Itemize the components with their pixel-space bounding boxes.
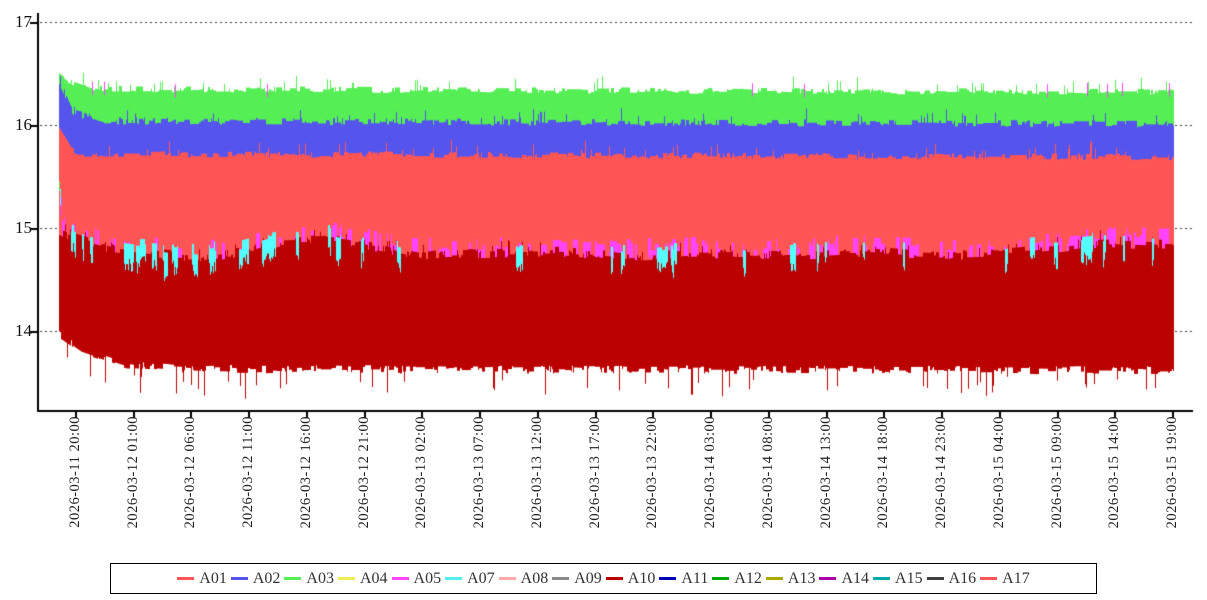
legend-color-swatch [659, 577, 677, 580]
y-axis-label: 15 [15, 218, 32, 237]
legend-color-swatch [284, 577, 302, 580]
legend-item-a05: A05 [391, 569, 442, 589]
legend-item-a01: A01 [177, 569, 227, 589]
legend-item-a11: A11 [659, 569, 708, 589]
legend-color-swatch [391, 577, 409, 580]
legend-label: A10 [627, 569, 656, 587]
legend-item-a14: A14 [819, 569, 869, 589]
legend-color-swatch [498, 577, 516, 580]
legend-item-a16: A16 [926, 569, 977, 589]
x-tick-label: 2026-03-12 06:00 [182, 416, 199, 529]
x-tick-label: 2026-03-14 13:00 [817, 416, 834, 529]
legend-item-a10: A10 [605, 569, 656, 589]
y-axis-label: 17 [15, 12, 32, 31]
legend-item-a15: A15 [873, 569, 923, 589]
legend-color-swatch [445, 577, 463, 580]
x-tick-label: 2026-03-14 18:00 [875, 416, 892, 529]
x-tick-label: 2026-03-15 19:00 [1164, 416, 1181, 529]
x-tick-label: 2026-03-12 16:00 [297, 416, 314, 529]
x-tick-label: 2026-03-12 01:00 [124, 416, 141, 529]
legend-label: A08 [520, 569, 549, 587]
legend-item-a04: A04 [337, 569, 388, 589]
legend-color-swatch [230, 577, 248, 580]
legend-label: A04 [359, 569, 388, 587]
x-tick-label: 2026-03-15 14:00 [1106, 416, 1123, 529]
legend-color-swatch [552, 577, 570, 580]
legend-color-swatch [980, 577, 998, 580]
legend-label: A16 [948, 569, 977, 587]
legend-label: A09 [574, 569, 602, 587]
legend-item-a03: A03 [284, 569, 334, 589]
legend-label: A02 [252, 569, 281, 587]
legend-color-swatch [712, 577, 730, 580]
x-tick-label: 2026-03-14 23:00 [933, 416, 950, 529]
legend-label: A14 [841, 569, 870, 587]
legend-label: A11 [681, 569, 709, 587]
x-tick-label: 2026-03-13 02:00 [413, 416, 430, 529]
legend-color-swatch [177, 577, 195, 580]
legend-item-a13: A13 [765, 569, 816, 589]
x-tick-label: 2026-03-15 09:00 [1048, 416, 1065, 529]
legend-color-swatch [926, 577, 944, 580]
legend-label: A12 [734, 569, 762, 587]
legend-item-a08: A08 [498, 569, 549, 589]
legend-color-swatch [873, 577, 891, 580]
legend-color-swatch [337, 577, 355, 580]
legend-label: A07 [467, 569, 495, 587]
legend: A01 A02 A03 A04 A05 A07 A08 A09 A10 A11 A12 A13 A14 A… [110, 563, 1097, 594]
x-tick-label: 2026-03-15 04:00 [990, 416, 1007, 529]
x-tick-label: 2026-03-11 20:00 [67, 416, 83, 528]
legend-item-a07: A07 [445, 569, 495, 589]
legend-label: A15 [895, 569, 923, 587]
x-tick-label: 2026-03-12 11:00 [240, 416, 257, 528]
legend-color-swatch [819, 577, 837, 580]
legend-label: A17 [1002, 569, 1030, 587]
x-tick-label: 2026-03-13 22:00 [644, 416, 661, 529]
legend-item-a09: A09 [552, 569, 602, 589]
y-axis-label: 14 [15, 321, 32, 340]
legend-color-swatch [765, 577, 783, 580]
x-tick-label: 2026-03-14 08:00 [759, 416, 776, 529]
legend-item-a02: A02 [230, 569, 281, 589]
y-axis-label: 16 [15, 115, 32, 134]
x-tick-label: 2026-03-12 21:00 [355, 416, 372, 529]
legend-item-a17: A17 [980, 569, 1030, 589]
legend-label: A03 [306, 569, 334, 587]
legend-label: A01 [199, 569, 227, 587]
legend-color-swatch [605, 577, 623, 580]
legend-label: A05 [413, 569, 442, 587]
x-tick-label: 2026-03-13 17:00 [586, 416, 603, 529]
legend-label: A13 [787, 569, 816, 587]
x-tick-label: 2026-03-14 03:00 [702, 416, 719, 529]
legend-item-a12: A12 [712, 569, 762, 589]
x-tick-label: 2026-03-13 12:00 [528, 416, 545, 529]
x-tick-label: 2026-03-13 07:00 [471, 416, 488, 529]
